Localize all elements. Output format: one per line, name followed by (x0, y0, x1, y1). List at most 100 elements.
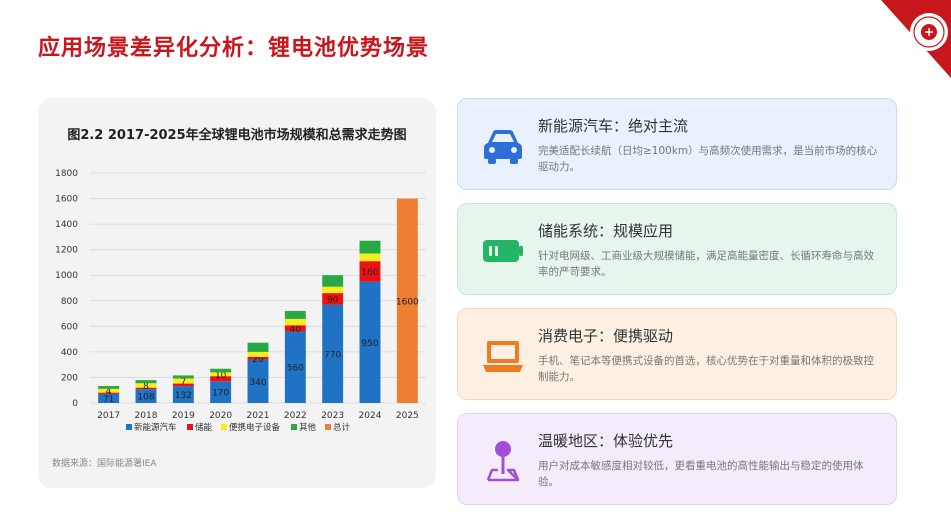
card-description: 用户对成本敏感度相对较低，更看重电池的高性能输出与稳定的使用体验。 (538, 460, 864, 488)
data-label: 90 (327, 295, 339, 305)
data-label: 950 (361, 339, 378, 349)
legend-swatch (187, 424, 193, 430)
card-description: 完美适配长续航（日均≥100km）与高频次使用需求，是当前市场的核心驱动力。 (538, 145, 878, 173)
bar-segment (284, 331, 306, 403)
bar-segment (322, 275, 344, 287)
data-label: 4 (106, 387, 112, 397)
chart-panel: 图2.2 2017-2025年全球锂电池市场规模和总需求走势图 0 200 400 6… (38, 98, 436, 488)
x-tick-label: 2017 (97, 411, 120, 421)
y-tick-label: 1000 (55, 271, 78, 281)
y-tick-label: 1200 (55, 246, 78, 256)
card-consumer-electronics: 消费电子：便携驱动 手机、笔记本等便携式设备的首选，核心优势在于对重量和体积的极… (457, 308, 897, 400)
bar-segment (135, 389, 157, 403)
battery-icon (483, 240, 523, 262)
x-tick-label: 2018 (135, 411, 158, 421)
data-label: 560 (287, 364, 304, 374)
data-label: 108 (137, 393, 154, 403)
bar-segment (284, 311, 306, 319)
legend-label: 储能 (195, 422, 213, 433)
bar-segment (284, 325, 306, 332)
legend-label: 便携电子设备 (229, 422, 281, 433)
bar-segment (172, 378, 194, 384)
bar-segment (247, 359, 269, 403)
y-tick-label: 1400 (55, 220, 78, 230)
bar-segment (322, 293, 344, 305)
bar-chart: 0200400600800100012001400160018007142017… (55, 169, 426, 433)
card-energy-storage: 储能系统：规模应用 针对电网级、工商业级大规模储能，满足高能量密度、长循环寿命与… (457, 203, 897, 295)
y-tick-label: 600 (61, 322, 78, 332)
x-tick-label: 2025 (396, 411, 419, 421)
page-title: 应用场景差异化分析：锂电池优势场景 (38, 36, 430, 61)
bar-segment (396, 198, 418, 403)
data-label: 170 (212, 389, 229, 399)
bar-segment (359, 253, 381, 262)
legend-swatch (126, 424, 132, 430)
legend-swatch (325, 424, 331, 430)
bar-segment (135, 387, 157, 390)
legend-label: 总计 (333, 422, 351, 433)
chart-source: 数据来源：国际能源署IEA (52, 459, 157, 469)
bar-segment (247, 357, 269, 360)
data-label: 10 (215, 371, 227, 381)
card-title: 温暖地区：体验优先 (538, 432, 674, 450)
legend-swatch (221, 424, 227, 430)
corner-decoration (881, 0, 951, 78)
legend-label: 其他 (299, 422, 317, 433)
car-icon (484, 130, 522, 164)
bar-segment (322, 286, 344, 294)
bar-segment (284, 318, 306, 326)
location-pin-icon (486, 441, 520, 482)
y-tick-label: 800 (61, 297, 78, 307)
card-title: 储能系统：规模应用 (538, 222, 674, 240)
data-label: 770 (324, 350, 341, 360)
card-warm-regions: 温暖地区：体验优先 用户对成本敏感度相对较低，更看重电池的高性能输出与稳定的使用… (457, 413, 897, 505)
card-new-energy-vehicle: 新能源汽车：绝对主流 完美适配长续航（日均≥100km）与高频次使用需求，是当前… (457, 98, 897, 190)
bar-segment (247, 351, 269, 357)
data-label: 1600 (396, 297, 419, 307)
bar-segment (210, 368, 232, 373)
bar-segment (359, 281, 381, 403)
data-label: 20 (252, 355, 264, 365)
data-label: 7 (180, 378, 186, 388)
bar-segment (210, 376, 232, 382)
data-label: 40 (290, 325, 302, 335)
x-tick-label: 2023 (321, 411, 344, 421)
bar-segment (135, 380, 157, 384)
legend-label: 新能源汽车 (134, 422, 177, 433)
x-tick-label: 2020 (209, 411, 232, 421)
data-label: 132 (175, 391, 192, 401)
bar-segment (172, 375, 194, 379)
laptop-icon (483, 341, 523, 372)
x-tick-label: 2024 (359, 411, 382, 421)
card-description: 手机、笔记本等便携式设备的首选，核心优势在于对重量和体积的极致控制能力。 (538, 355, 874, 383)
bar-segment (135, 383, 157, 388)
y-tick-label: 400 (61, 348, 78, 358)
x-tick-label: 2021 (247, 411, 270, 421)
data-label: 8 (143, 382, 149, 392)
bar-segment (172, 383, 194, 387)
x-tick-label: 2022 (284, 411, 307, 421)
legend-swatch (291, 424, 297, 430)
bar-segment (322, 304, 344, 403)
bar-segment (210, 372, 232, 377)
bar-segment (98, 388, 120, 393)
card-title: 消费电子：便携驱动 (538, 327, 674, 345)
y-tick-label: 200 (61, 373, 78, 383)
data-label: 71 (103, 395, 114, 405)
bar-segment (98, 392, 120, 394)
bar-segment (98, 393, 120, 403)
card-title: 新能源汽车：绝对主流 (538, 117, 689, 135)
y-tick-label: 1600 (55, 195, 78, 205)
data-label: 160 (361, 268, 378, 278)
bar-segment (172, 386, 194, 403)
chart-title: 图2.2 2017-2025年全球锂电池市场规模和总需求走势图 (67, 128, 407, 143)
bar-segment (247, 342, 269, 352)
data-label: 340 (249, 378, 266, 388)
y-tick-label: 0 (72, 399, 78, 409)
y-tick-label: 1800 (55, 169, 78, 179)
card-description: 针对电网级、工商业级大规模储能，满足高能量密度、长循环寿命与高效率的严苛要求。 (538, 250, 874, 278)
bar-segment (359, 261, 381, 282)
x-tick-label: 2019 (172, 411, 195, 421)
bar-segment (210, 381, 232, 403)
bar-segment (359, 240, 381, 254)
